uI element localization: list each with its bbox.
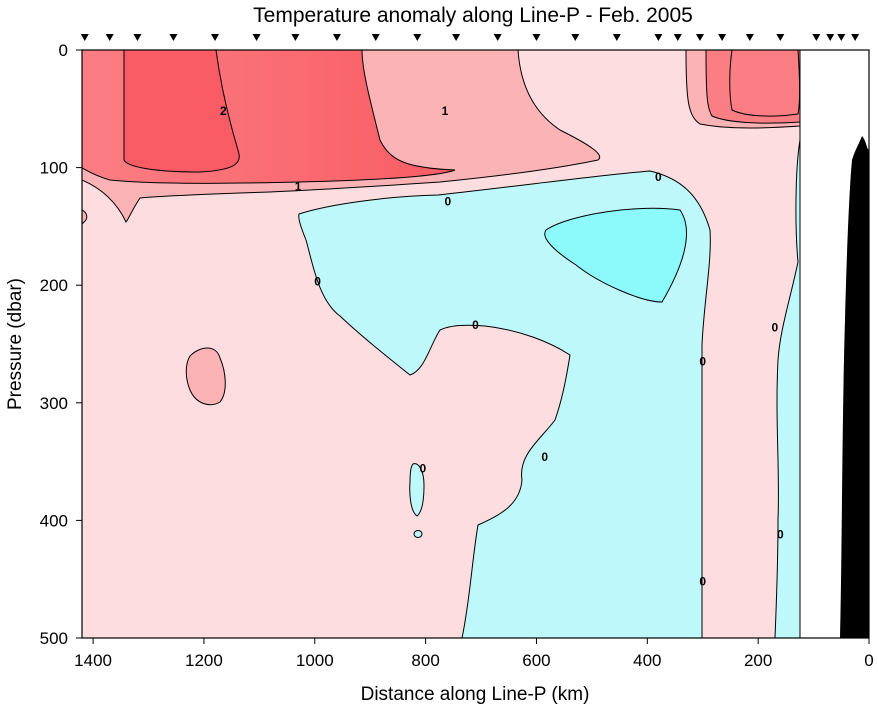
x-tick-label: 0 xyxy=(864,651,873,670)
contour-label: 0 xyxy=(420,462,427,476)
station-markers xyxy=(80,34,860,41)
contour-label: 0 xyxy=(314,275,321,289)
fill-negative-core xyxy=(544,207,687,303)
station-marker xyxy=(718,34,727,41)
station-marker xyxy=(745,34,754,41)
contour-label: 0 xyxy=(699,575,706,589)
y-tick-label: 500 xyxy=(40,629,68,648)
x-tick-label: 1200 xyxy=(185,651,223,670)
plot-area xyxy=(82,50,869,638)
station-marker xyxy=(291,34,300,41)
x-tick-label: 400 xyxy=(633,651,661,670)
station-marker xyxy=(332,34,341,41)
x-tick-label: 1000 xyxy=(296,651,334,670)
contour-label: 0 xyxy=(777,528,784,542)
contour-label: 1 xyxy=(442,104,449,118)
station-marker xyxy=(776,34,785,41)
x-axis: 1400 1200 1000 800 600 400 200 0 xyxy=(74,638,874,670)
contour-label: 0 xyxy=(771,321,778,335)
fill-anomaly-1-to-2-patch xyxy=(185,347,226,406)
x-tick-label: 1400 xyxy=(74,651,112,670)
fill-negative-patch xyxy=(409,463,425,517)
y-tick-label: 300 xyxy=(40,394,68,413)
fill-anomaly-peak-east xyxy=(729,50,800,117)
station-marker xyxy=(695,34,704,41)
station-marker xyxy=(80,34,89,41)
fill-negative-region xyxy=(298,170,711,638)
station-marker xyxy=(133,34,142,41)
station-marker xyxy=(673,34,682,41)
x-tick-label: 200 xyxy=(744,651,772,670)
station-marker xyxy=(837,34,846,41)
station-marker xyxy=(654,34,663,41)
station-marker xyxy=(612,34,621,41)
station-marker xyxy=(169,34,178,41)
station-marker xyxy=(211,34,220,41)
fill-anomaly-peak-west xyxy=(123,50,240,173)
contour-label: 0 xyxy=(699,355,706,369)
station-marker xyxy=(812,34,821,41)
station-marker xyxy=(452,34,461,41)
y-axis: 0 100 200 300 400 500 xyxy=(40,41,82,648)
fill-negative-dot xyxy=(413,530,423,538)
y-tick-label: 0 xyxy=(59,41,68,60)
station-marker xyxy=(493,34,502,41)
y-tick-label: 400 xyxy=(40,511,68,530)
plot-frame xyxy=(81,49,870,639)
station-marker xyxy=(371,34,380,41)
fill-negative-coastal xyxy=(774,139,801,638)
station-marker xyxy=(826,34,835,41)
station-marker xyxy=(532,34,541,41)
contour-labels: 2 1 1 0 0 0 0 0 0 0 0 0 0 xyxy=(220,104,784,589)
y-tick-label: 100 xyxy=(40,159,68,178)
contour-label: 2 xyxy=(220,104,227,118)
y-tick-label: 200 xyxy=(40,276,68,295)
station-marker xyxy=(252,34,261,41)
x-axis-label: Distance along Line-P (km) xyxy=(361,684,590,705)
x-tick-label: 600 xyxy=(522,651,550,670)
y-axis-label: Pressure (dbar) xyxy=(5,278,26,410)
x-tick-label: 800 xyxy=(411,651,439,670)
chart-title: Temperature anomaly along Line-P - Feb. … xyxy=(253,4,693,27)
station-marker xyxy=(105,34,114,41)
contour-label: 0 xyxy=(655,170,662,184)
station-marker xyxy=(571,34,580,41)
contour-label: 0 xyxy=(541,450,548,464)
station-marker xyxy=(851,34,860,41)
contour-label: 1 xyxy=(295,179,302,193)
contour-label: 0 xyxy=(444,195,451,209)
station-marker xyxy=(413,34,422,41)
contour-label: 0 xyxy=(472,318,479,332)
bathymetry-shelf xyxy=(840,136,869,638)
